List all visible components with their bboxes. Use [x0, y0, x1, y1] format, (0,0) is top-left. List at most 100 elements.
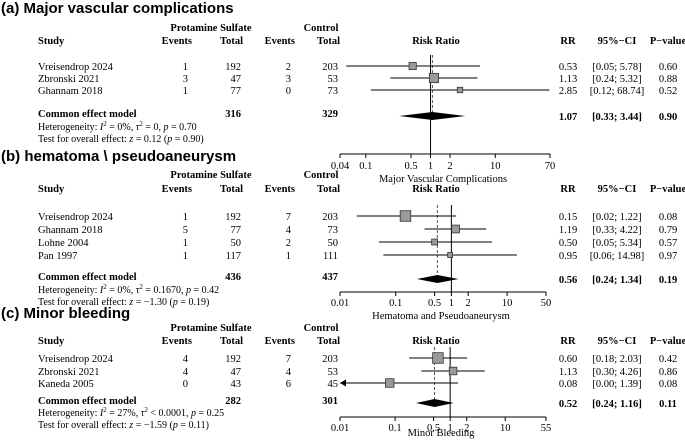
column-header: Events	[162, 36, 192, 47]
p-value: 0.08	[659, 212, 677, 223]
x-tick-label: 0.5	[427, 423, 440, 434]
het-i2-symbol: I	[99, 285, 104, 296]
control-events: 0	[286, 86, 291, 97]
x-tick-label: 0.1	[389, 423, 402, 434]
superscript: 2	[103, 283, 107, 291]
test-p-value: = 0.19)	[178, 297, 209, 308]
het-prefix: Heterogeneity:	[38, 285, 100, 296]
test-p-symbol: p	[172, 420, 178, 431]
test-z-value: = 0.12 (	[133, 134, 168, 145]
panel-title: (c) Minor bleeding	[1, 305, 130, 322]
summary-rr: 0.52	[559, 399, 577, 410]
ci-value: [0.24; 5.32]	[592, 74, 641, 85]
study-row: Ghannam 2018 5 77 4 73 1.19 [0.33; 4.22] 0.79	[38, 224, 677, 236]
heterogeneity-stats: Heterogeneity: I2 = 0%, τ2 = 0.1670, p =…	[38, 283, 219, 296]
column-header: RR	[560, 36, 576, 47]
rr-value: 0.08	[559, 379, 577, 390]
control-total: 50	[328, 238, 339, 249]
forest-panel-2: (b) hematoma \ pseudoaneurysm Protamine S…	[1, 148, 685, 322]
summary-rr: 1.07	[559, 112, 577, 123]
study-name: Zbronski 2021	[38, 74, 100, 85]
effect-square	[428, 72, 439, 84]
column-header: Risk Ratio	[412, 36, 460, 47]
control-events: 4	[286, 367, 292, 378]
treatment-events: 1	[183, 62, 188, 73]
summary-p: 0.19	[659, 275, 677, 286]
x-axis-label: Hematoma and Pseudoaneurysm	[372, 311, 510, 322]
column-header: P−value	[650, 36, 685, 47]
x-tick-label: 50	[541, 298, 552, 309]
column-header: Events	[265, 184, 295, 195]
test-p-symbol: p	[166, 134, 172, 145]
x-tick-label: 10	[500, 423, 511, 434]
test-p-value: = 0.11)	[178, 420, 209, 431]
treatment-total: 192	[225, 212, 241, 223]
column-header: Total	[317, 336, 340, 347]
column-header: Study	[38, 336, 65, 347]
forest-panel-3: (c) Minor bleeding Protamine Sulfate Contr…	[1, 305, 685, 439]
het-tau-symbol: τ	[136, 285, 140, 296]
control-total: 203	[322, 212, 338, 223]
group-header-treatment: Protamine Sulfate	[170, 170, 252, 181]
x-tick-label: 0.1	[389, 298, 402, 309]
summary-control-total: 301	[322, 396, 338, 407]
test-z-symbol: z	[128, 420, 133, 431]
column-header: Total	[220, 184, 243, 195]
ci-value: [0.30; 4.26]	[592, 367, 641, 378]
rr-value: 0.95	[559, 251, 577, 262]
effect-square	[448, 366, 458, 376]
x-tick-label: 1	[449, 298, 454, 309]
treatment-events: 4	[183, 354, 189, 365]
x-tick-label: 0.5	[404, 161, 417, 172]
summary-ci: [0.33; 3.44]	[592, 112, 642, 123]
study-name: Zbronski 2021	[38, 367, 100, 378]
forest-panel-1: (a) Major vascular complications Protamin…	[1, 0, 685, 185]
test-z-symbol: z	[128, 297, 133, 308]
p-value: 0.08	[659, 379, 677, 390]
control-events: 2	[286, 62, 291, 73]
control-total: 111	[323, 251, 338, 262]
control-total: 203	[322, 62, 338, 73]
group-header-treatment: Protamine Sulfate	[170, 23, 252, 34]
column-header: Events	[265, 36, 295, 47]
rr-value: 1.19	[559, 225, 577, 236]
x-tick-label: 2	[447, 161, 452, 172]
effect-square	[399, 210, 412, 222]
x-tick-label: 0.1	[359, 161, 372, 172]
summary-rr: 0.56	[559, 275, 577, 286]
control-total: 53	[328, 74, 339, 85]
het-p-value: = 0.70	[168, 122, 196, 133]
column-header: Study	[38, 184, 65, 195]
effect-square	[385, 378, 395, 388]
het-p-value: = 0.42	[191, 285, 219, 296]
column-header: Total	[220, 36, 243, 47]
study-row: Vreisendrop 2024 4 192 7 203 0.60 [0.18; 2.03]…	[38, 352, 677, 365]
group-header-control: Control	[304, 170, 339, 181]
control-events: 1	[286, 251, 291, 262]
ci-value: [0.00; 1.39]	[592, 379, 641, 390]
heterogeneity-stats: Heterogeneity: I2 = 0%, τ2 = 0, p = 0.70	[38, 120, 197, 133]
study-name: Lohne 2004	[38, 238, 89, 249]
het-p-symbol: p	[185, 285, 191, 296]
het-i2-symbol: I	[99, 122, 104, 133]
het-i2-symbol: I	[99, 408, 104, 419]
ci-value: [0.05; 5.78]	[592, 62, 641, 73]
p-value: 0.79	[659, 225, 677, 236]
x-axis: 0.04 0.1 0.5 1 2 10 70 Major Vascular Complicat…	[331, 153, 555, 185]
study-row: Ghannam 2018 1 77 0 73 2.85 [0.12; 68.74] 0.52	[38, 86, 677, 97]
p-value: 0.60	[659, 62, 677, 73]
superscript: 2	[103, 406, 107, 414]
p-value: 0.88	[659, 74, 677, 85]
het-p-symbol: p	[162, 122, 168, 133]
x-tick-label: 0.01	[331, 298, 349, 309]
x-axis-label: Minor Bleeding	[408, 428, 476, 439]
study-name: Vreisendrop 2024	[38, 212, 114, 223]
treatment-events: 1	[183, 212, 188, 223]
column-header: 95%−CI	[598, 36, 637, 47]
het-tau-symbol: τ	[136, 122, 140, 133]
study-name: Pan 1997	[38, 251, 77, 262]
control-total: 73	[328, 86, 339, 97]
p-value: 0.42	[659, 354, 677, 365]
x-tick-label: 2	[466, 298, 471, 309]
study-row: Vreisendrop 2024 1 192 7 203 0.15 [0.02; 1.22]…	[38, 210, 677, 223]
